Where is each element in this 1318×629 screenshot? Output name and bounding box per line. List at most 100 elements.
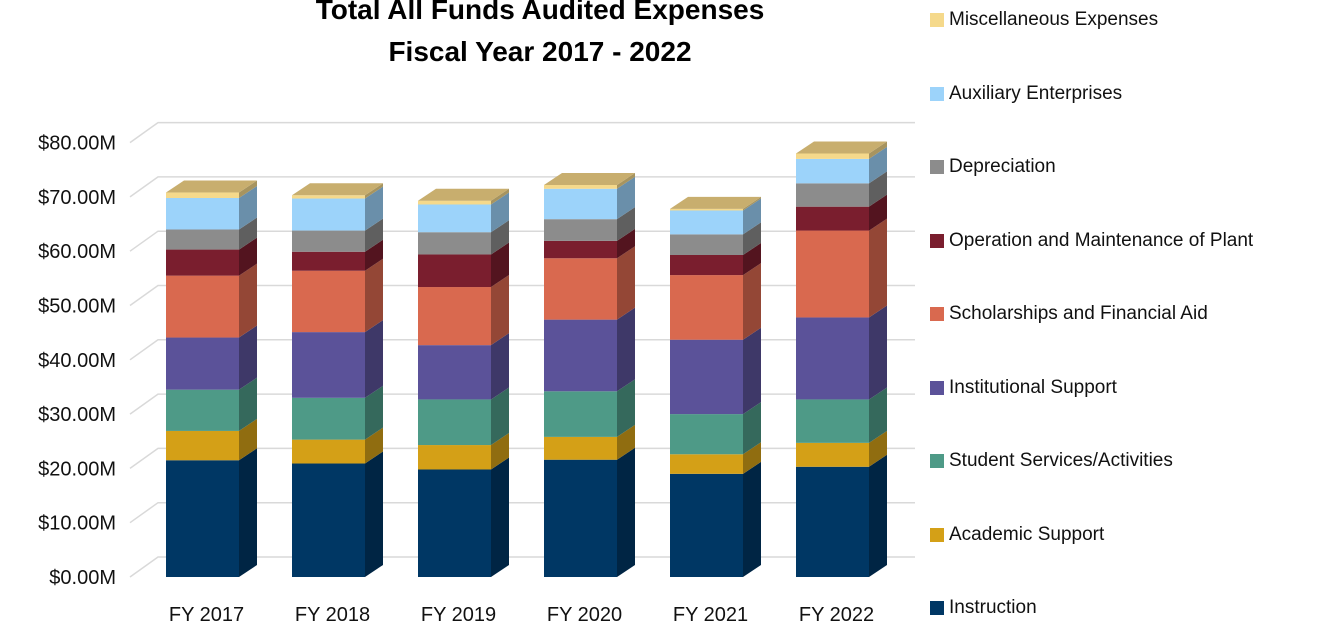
bar-segment-side <box>365 218 383 252</box>
legend-item: Institutional Support <box>930 376 1117 400</box>
bar-segment <box>292 230 365 252</box>
bar-segment-side <box>491 220 509 255</box>
gridline <box>129 556 915 578</box>
bar-segment-side <box>617 228 635 259</box>
bar-segment <box>166 460 239 577</box>
gridline <box>129 284 915 307</box>
bar-segment-side <box>869 194 887 231</box>
bar-segment-side <box>239 448 257 577</box>
gridline <box>129 230 915 252</box>
legend-item: Student Services/Activities <box>930 449 1173 473</box>
bar-top <box>292 183 383 196</box>
bar-segment <box>418 399 491 446</box>
bar-segment <box>670 275 743 340</box>
bar-segment-side <box>743 461 761 577</box>
legend-swatch <box>930 601 944 615</box>
bar-segment-side <box>743 263 761 340</box>
bar-segment-side <box>617 307 635 392</box>
bar-segment <box>166 275 239 338</box>
bar-segment-side <box>743 243 761 276</box>
bar-segment-side <box>365 385 383 440</box>
legend-label: Scholarships and Financial Aid <box>949 303 1208 324</box>
bar-segment <box>418 345 491 400</box>
legend-swatch <box>930 380 944 395</box>
bar-segment-side <box>491 242 509 288</box>
legend-label: Institutional Support <box>949 376 1117 398</box>
bar-segment <box>796 399 869 443</box>
legend-swatch <box>930 86 944 101</box>
bar-segment-side <box>869 305 887 400</box>
bar-segment <box>796 317 869 400</box>
bar-segment-side <box>239 325 257 390</box>
bar-segment <box>796 442 869 467</box>
bar-segment <box>292 195 365 199</box>
bar-segment <box>166 430 239 461</box>
bar-segment <box>796 206 869 231</box>
legend-swatch <box>930 527 944 542</box>
bar-segment-side <box>617 207 635 241</box>
legend-item: Operation and Maintenance of Plant <box>930 229 1253 253</box>
bar-segment <box>670 339 743 415</box>
legend-item: Depreciation <box>930 155 1056 179</box>
legend-label: Student Services/Activities <box>949 450 1173 471</box>
gridline <box>129 121 915 144</box>
bar-segment <box>796 158 869 184</box>
legend-label: Operation and Maintenance of Plant <box>949 229 1254 251</box>
bar-segment-side <box>491 192 509 233</box>
bar-top <box>670 196 761 209</box>
plot-area: $0.00M $10.00M $20.00M $30.00M $40.00M $50.00… <box>38 121 915 626</box>
y-tick-label: $40.00M <box>38 350 116 372</box>
x-tick-label: FY 2017 <box>169 604 244 626</box>
x-tick-label: FY 2020 <box>547 604 622 626</box>
gridline <box>129 393 915 415</box>
bar-segment-side <box>365 451 383 577</box>
bar-segment-side <box>365 427 383 464</box>
bar-segment-side <box>239 217 257 250</box>
bar-segment-side <box>239 185 257 230</box>
legend: Miscellaneous Expenses Auxiliary Enterpri… <box>930 0 1318 629</box>
bar-segment <box>670 473 743 577</box>
legend-swatch <box>930 454 944 468</box>
bar-segment-side <box>365 186 383 231</box>
bar-segment-side <box>491 275 509 346</box>
gridline <box>129 447 915 470</box>
bar-segment <box>166 249 239 276</box>
bar-segment <box>544 436 617 460</box>
bar-segment-side <box>491 457 509 577</box>
bar-segment-side <box>743 327 761 415</box>
bar-segment <box>544 219 617 241</box>
y-tick-label: $20.00M <box>38 458 116 480</box>
bar-segment-side <box>743 402 761 455</box>
bar-segment <box>544 188 617 220</box>
bar-segment-side <box>365 320 383 398</box>
bar-segment-side <box>617 176 635 220</box>
bar-segment <box>166 229 239 250</box>
bar-segment-side <box>239 418 257 461</box>
x-tick-label: FY 2019 <box>421 604 496 626</box>
bar-segment <box>670 208 743 211</box>
bar-segment <box>544 258 617 320</box>
gridline <box>129 176 915 198</box>
legend-swatch <box>930 307 944 321</box>
legend-swatch <box>930 13 944 27</box>
legend-label: Academic Support <box>949 523 1105 545</box>
bar-segment <box>544 391 617 437</box>
bar-segment <box>670 414 743 455</box>
bar-segment-side <box>239 377 257 431</box>
bar-segment <box>292 251 365 271</box>
bar-segment <box>166 197 239 230</box>
bar-segment-side <box>617 447 635 577</box>
bar-segment <box>292 332 365 398</box>
bar-segment-side <box>869 218 887 318</box>
x-tick-label: FY 2018 <box>295 604 370 626</box>
bar-segment-side <box>365 258 383 333</box>
bar-segment-side <box>743 198 761 235</box>
y-tick-label: $80.00M <box>38 133 116 155</box>
legend-label: Instruction <box>949 597 1037 618</box>
legend-item: Miscellaneous Expenses <box>930 8 1158 32</box>
bar-top <box>166 180 257 193</box>
bar-segment <box>796 183 869 207</box>
x-tick-label: FY 2021 <box>673 604 748 626</box>
bar-segment <box>292 270 365 333</box>
bar-segment-side <box>869 141 887 159</box>
